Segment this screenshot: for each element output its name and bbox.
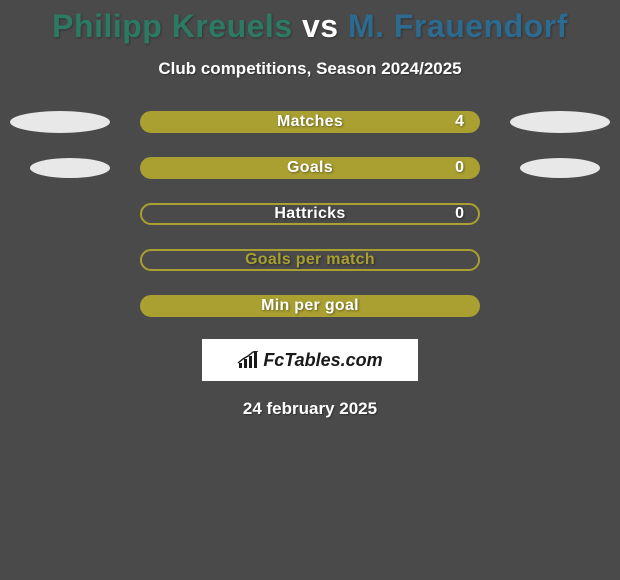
stat-bar: Goals per match — [140, 249, 480, 271]
stat-bar: Min per goal — [140, 295, 480, 317]
stat-label: Hattricks — [274, 205, 345, 223]
stat-value: 0 — [455, 159, 464, 177]
comparison-infographic: Philipp Kreuels vs M. Frauendorf Club co… — [0, 0, 620, 580]
stat-row: Goals per match — [0, 249, 620, 271]
stat-value: 0 — [455, 205, 464, 223]
stat-label: Min per goal — [261, 297, 359, 315]
logo-content: FcTables.com — [237, 350, 382, 371]
stat-bar: Goals 0 — [140, 157, 480, 179]
player1-name: Philipp Kreuels — [52, 8, 292, 44]
right-ellipse — [520, 158, 600, 178]
stats-area: Matches 4 Goals 0 Hattricks 0 Goals per match M… — [0, 111, 620, 317]
vs-text: vs — [302, 8, 348, 44]
left-ellipse — [30, 158, 110, 178]
stat-row: Matches 4 — [0, 111, 620, 133]
right-ellipse — [510, 111, 610, 133]
stat-label: Goals — [287, 159, 333, 177]
stat-row: Goals 0 — [0, 157, 620, 179]
stat-value: 4 — [455, 113, 464, 131]
stat-bar: Matches 4 — [140, 111, 480, 133]
stat-row: Hattricks 0 — [0, 203, 620, 225]
stat-row: Min per goal — [0, 295, 620, 317]
page-title: Philipp Kreuels vs M. Frauendorf — [0, 0, 620, 45]
player2-name: M. Frauendorf — [348, 8, 568, 44]
subtitle: Club competitions, Season 2024/2025 — [0, 59, 620, 79]
chart-icon — [237, 351, 259, 369]
stat-label: Goals per match — [245, 251, 375, 269]
stat-bar: Hattricks 0 — [140, 203, 480, 225]
logo-text: FcTables.com — [263, 350, 382, 371]
logo-box: FcTables.com — [202, 339, 418, 381]
date-text: 24 february 2025 — [0, 399, 620, 419]
left-ellipse — [10, 111, 110, 133]
stat-label: Matches — [277, 113, 343, 131]
